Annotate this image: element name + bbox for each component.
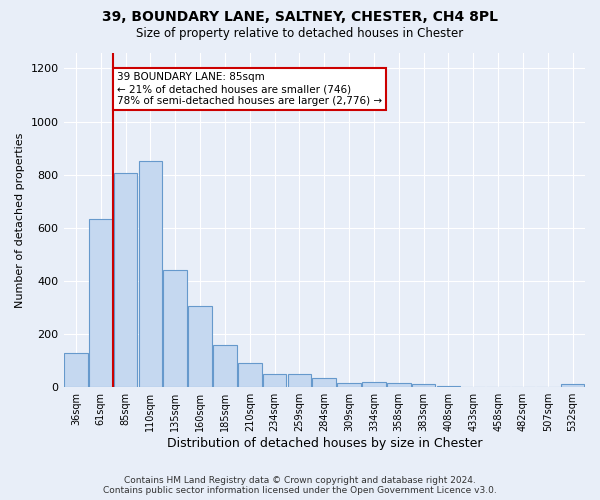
Bar [486, 386, 510, 387]
Bar [139, 162, 162, 387]
Y-axis label: Number of detached properties: Number of detached properties [15, 132, 25, 308]
Bar [188, 306, 212, 387]
X-axis label: Distribution of detached houses by size in Chester: Distribution of detached houses by size … [167, 437, 482, 450]
Text: 39 BOUNDARY LANE: 85sqm
← 21% of detached houses are smaller (746)
78% of semi-d: 39 BOUNDARY LANE: 85sqm ← 21% of detache… [117, 72, 382, 106]
Text: Size of property relative to detached houses in Chester: Size of property relative to detached ho… [136, 28, 464, 40]
Bar [114, 174, 137, 387]
Bar [313, 378, 336, 387]
Bar [362, 382, 386, 387]
Bar [561, 384, 584, 387]
Bar [64, 352, 88, 387]
Text: 39, BOUNDARY LANE, SALTNEY, CHESTER, CH4 8PL: 39, BOUNDARY LANE, SALTNEY, CHESTER, CH4… [102, 10, 498, 24]
Bar [337, 384, 361, 387]
Bar [437, 386, 460, 387]
Bar [387, 383, 410, 387]
Bar [412, 384, 436, 387]
Bar [238, 363, 262, 387]
Bar [89, 218, 113, 387]
Bar [163, 270, 187, 387]
Bar [263, 374, 286, 387]
Text: Contains HM Land Registry data © Crown copyright and database right 2024.
Contai: Contains HM Land Registry data © Crown c… [103, 476, 497, 495]
Bar [461, 386, 485, 387]
Bar [287, 374, 311, 387]
Bar [213, 345, 237, 387]
